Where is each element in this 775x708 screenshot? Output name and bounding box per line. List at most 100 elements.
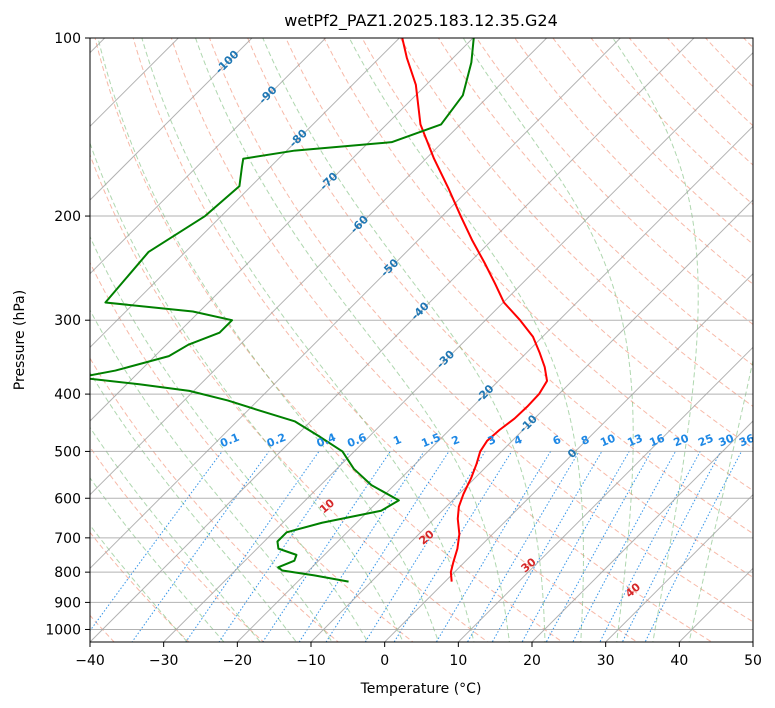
isotherm-line [90, 38, 253, 201]
moist-adiabat-line [462, 38, 634, 642]
dewpoint-profile-line [90, 38, 475, 583]
temperature-profile-line [401, 38, 549, 582]
moist-adiabat-line [612, 38, 699, 642]
moist-adiabat-line [97, 38, 440, 642]
isotherms [90, 38, 753, 642]
y-tick-label: 900 [54, 595, 81, 611]
mixing-ratio-line [218, 451, 351, 642]
x-tick-label: 30 [597, 653, 615, 669]
moist-adiabat-line [141, 38, 475, 642]
mixing-ratio-line [521, 451, 630, 642]
x-tick-label: 0 [380, 653, 389, 669]
mixing-ratio-line [364, 451, 486, 642]
isotherm-line [90, 38, 327, 275]
isotherm-line [236, 125, 753, 642]
y-tick-label: 800 [54, 565, 81, 581]
x-tick-label: −20 [223, 653, 253, 669]
y-tick-label: 600 [54, 491, 81, 507]
y-tick-label: 200 [54, 209, 81, 225]
x-tick-label: 20 [523, 653, 541, 669]
moist-adiabat-line [348, 38, 584, 642]
mixing-ratio-line [644, 451, 742, 642]
isotherm-line [90, 38, 400, 349]
isotherm-line [90, 38, 695, 642]
x-tick-label: 50 [744, 653, 762, 669]
moist-adiabats [90, 38, 753, 642]
mixing-ratio-label: 13 [626, 432, 645, 450]
mixing-ratio-line [131, 451, 270, 642]
dry-adiabat-line [94, 38, 564, 642]
mixing-ratio-line [599, 451, 701, 642]
x-tick-label: −40 [75, 653, 105, 669]
y-tick-label: 700 [54, 531, 81, 547]
dry-adiabat-line [666, 38, 753, 127]
y-tick-label: 1000 [45, 622, 81, 638]
y-axis: 100 200 300 400 500 600 700 800 900 1000 [45, 31, 90, 638]
moist-adiabat-line [90, 477, 225, 642]
mixing-ratio-line [435, 451, 552, 642]
x-tick-label: 40 [670, 653, 688, 669]
isotherm-line [163, 51, 753, 642]
mixing-ratio-label: 30 [717, 431, 736, 449]
isotherm-line [90, 38, 621, 570]
y-tick-label: 100 [54, 31, 81, 47]
dry-adiabat-line [437, 38, 753, 366]
dry-adiabat-line [361, 38, 753, 449]
x-axis: −40 −30 −20 −10 0 10 20 30 40 50 [75, 642, 762, 669]
y-tick-label: 400 [54, 387, 81, 403]
moist-adiabat-line [90, 371, 297, 642]
mixing-ratio-label: 10 [598, 431, 617, 449]
isotherm-line [605, 493, 753, 642]
dry-adiabat-line [399, 38, 753, 408]
dry-adiabat-line [90, 531, 190, 642]
sounding-series [90, 38, 549, 583]
x-axis-label: Temperature (°C) [360, 681, 482, 697]
mixing-ratio-line [393, 451, 513, 642]
mixing-ratio-line [491, 451, 603, 642]
x-tick-label: 10 [449, 653, 467, 669]
isotherm-line [310, 199, 753, 642]
dry-adiabat-line [90, 446, 265, 642]
dry-adiabat-line [170, 38, 713, 642]
moist-adiabat-line [90, 141, 404, 642]
moist-adiabat-line [90, 426, 261, 642]
y-tick-label: 300 [54, 313, 81, 329]
mixing-ratio-line [185, 451, 320, 642]
mixing-ratio-label: 36 [737, 431, 756, 449]
mixing-ratio-line [325, 451, 450, 642]
moist-adiabat-line [262, 38, 546, 642]
dry-adiabat-line [90, 153, 489, 642]
moist-adiabat-line [90, 309, 333, 642]
mixing-ratio-label: 1 [391, 433, 403, 448]
chart-title: wetPf2_PAZ1.2025.183.12.35.G24 [284, 11, 558, 31]
mixing-ratio-label: 3 [486, 433, 498, 448]
x-tick-label: −10 [296, 653, 326, 669]
x-tick-label: −30 [149, 653, 179, 669]
y-tick-label: 500 [54, 444, 81, 460]
plot-area: 10203040-100-90-80-70-60-50-40-30-20-100… [90, 38, 756, 642]
mixing-ratio-line [621, 451, 722, 642]
mixing-ratio-label: 20 [672, 431, 691, 449]
isotherm-line [531, 420, 753, 642]
mixing-ratio-label: 8 [579, 433, 591, 448]
isotherm-line [90, 38, 548, 496]
isotherm-line [457, 346, 753, 642]
dry-adiabat-line [590, 38, 753, 206]
plot-frame [89, 37, 754, 643]
y-axis-label: Pressure (hPa) [12, 290, 28, 390]
dry-adiabat-line [247, 38, 753, 578]
dry-adiabats [90, 38, 753, 642]
moist-adiabat-line [195, 38, 510, 642]
dry-adiabat-line [552, 38, 753, 245]
mixing-ratio-label: 2 [450, 433, 462, 448]
isotherm-line [384, 272, 753, 642]
dry-adiabat-line [208, 38, 753, 623]
mixing-ratio-label: 16 [648, 431, 667, 449]
moist-adiabat-line [90, 524, 188, 642]
dry-adiabat-line [476, 38, 753, 326]
dry-adiabat-line [285, 38, 753, 535]
isotherm-line [90, 38, 474, 422]
mixing-ratio-label: 25 [696, 432, 715, 450]
